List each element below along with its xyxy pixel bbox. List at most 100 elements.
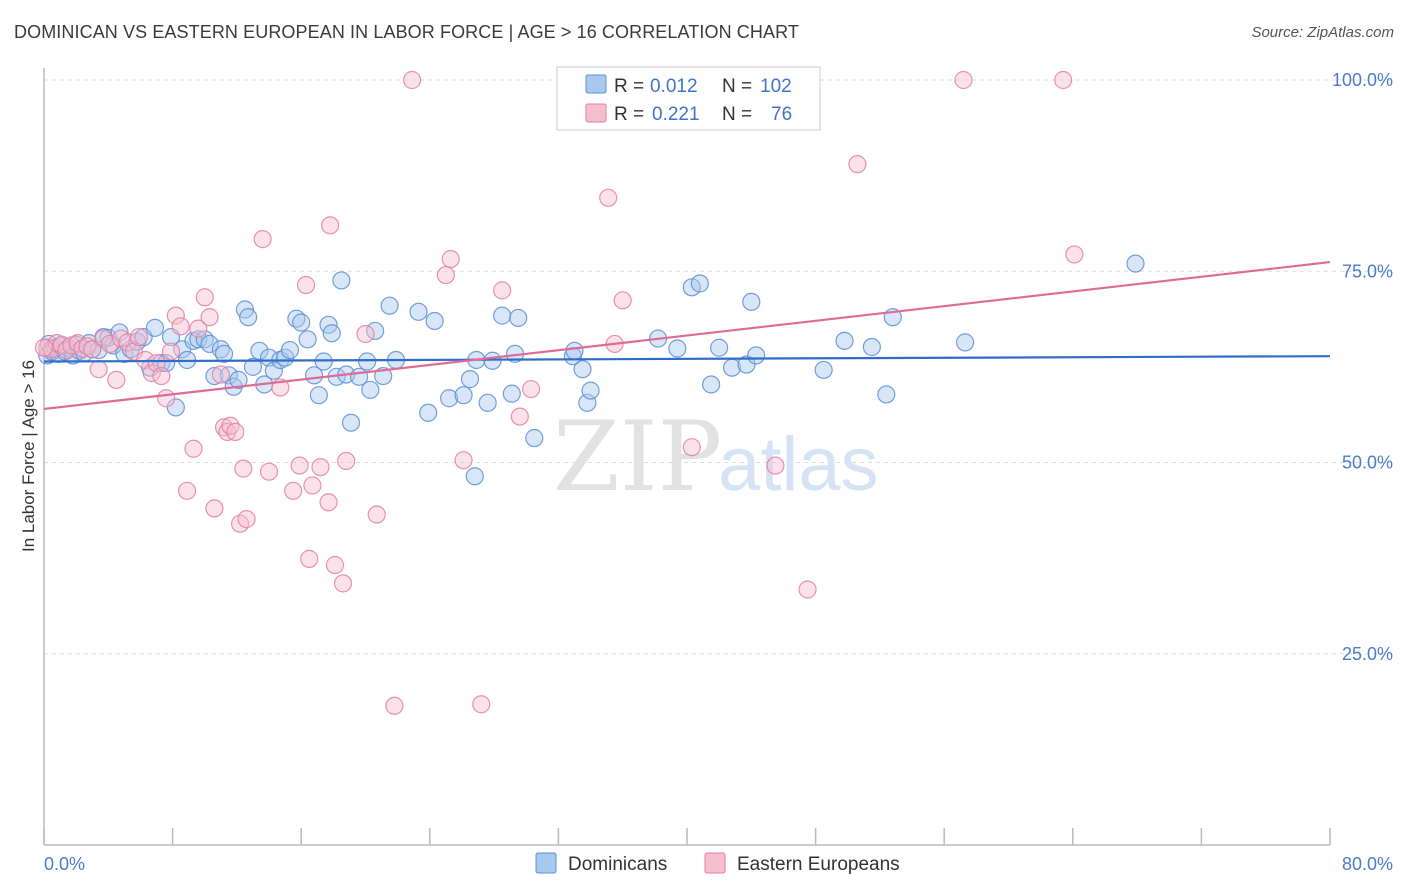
points-layer bbox=[34, 70, 1145, 715]
dominican-point bbox=[439, 389, 459, 408]
eastern-european-point bbox=[161, 342, 181, 361]
eastern-european-point bbox=[259, 462, 279, 481]
eastern-european-point bbox=[253, 230, 272, 249]
y-axis-title: In Labor Force | Age > 16 bbox=[19, 360, 38, 552]
dominican-point bbox=[239, 308, 258, 327]
eastern-european-point bbox=[300, 549, 319, 568]
dominican-point bbox=[460, 370, 480, 389]
eastern-european-point bbox=[521, 379, 541, 399]
stats-r-value: 0.012 bbox=[650, 76, 698, 97]
legend-swatch-dominicans bbox=[535, 852, 557, 874]
dominican-point bbox=[955, 333, 975, 352]
eastern-european-point bbox=[954, 70, 973, 90]
eastern-european-point bbox=[34, 338, 54, 357]
stats-box: R = 0.012 N = 102 R = 0.221 N = 76 bbox=[556, 66, 821, 131]
dominican-point bbox=[250, 341, 269, 360]
dominican-point bbox=[710, 338, 729, 357]
eastern-european-point bbox=[510, 407, 529, 426]
eastern-european-point bbox=[200, 308, 219, 327]
dominican-point bbox=[493, 306, 512, 325]
stats-swatch-dominicans bbox=[585, 74, 607, 94]
dominican-point bbox=[264, 361, 283, 380]
stats-r-label: R = bbox=[614, 104, 644, 125]
dominican-point bbox=[565, 341, 584, 360]
dominican-point bbox=[341, 413, 361, 432]
eastern-european-point bbox=[333, 574, 353, 593]
dominican-point bbox=[502, 384, 521, 403]
stats-n-label: N = bbox=[722, 104, 752, 125]
dominican-point bbox=[358, 352, 377, 371]
eastern-european-point bbox=[441, 249, 460, 269]
stats-swatch-eastern-europeans bbox=[585, 103, 607, 123]
trend-layer bbox=[43, 260, 1331, 411]
eastern-european-point bbox=[337, 451, 356, 471]
stats-r-label: R = bbox=[614, 76, 644, 97]
dominican-point bbox=[314, 352, 333, 371]
watermark-atlas: atlas bbox=[718, 422, 879, 507]
eastern-european-point bbox=[493, 281, 512, 300]
dominican-point bbox=[298, 330, 317, 349]
dominican-point bbox=[189, 330, 208, 349]
eastern-european-point bbox=[1054, 70, 1073, 90]
eastern-european-point bbox=[157, 389, 176, 408]
dominican-point bbox=[419, 403, 438, 422]
eastern-european-point bbox=[798, 580, 817, 599]
eastern-european-point bbox=[118, 333, 137, 352]
eastern-european-point bbox=[367, 505, 386, 524]
eastern-european-point bbox=[205, 499, 224, 518]
eastern-european-point bbox=[237, 510, 256, 529]
eastern-european-point bbox=[284, 481, 303, 500]
stats-n-value: 76 bbox=[771, 104, 792, 125]
dominican-point bbox=[690, 274, 709, 293]
eastern-european-point bbox=[171, 317, 190, 336]
eastern-european-point bbox=[226, 422, 245, 441]
dominican-point bbox=[702, 375, 721, 394]
eastern-european-point bbox=[234, 459, 253, 478]
dominican-point bbox=[166, 398, 185, 417]
eastern-european-point bbox=[472, 695, 491, 714]
x-tick-label: 80.0% bbox=[1342, 854, 1393, 874]
dominican-point bbox=[409, 302, 428, 321]
eastern-european-point bbox=[303, 476, 322, 495]
eastern-european-point bbox=[599, 188, 618, 207]
eastern-european-point bbox=[211, 365, 230, 384]
legend-label-dominicans: Dominicans bbox=[568, 854, 667, 875]
y-tick-label: 75.0% bbox=[1342, 261, 1393, 281]
dominican-point bbox=[425, 311, 444, 331]
eastern-european-point bbox=[311, 457, 330, 477]
eastern-european-point bbox=[177, 481, 197, 500]
eastern-european-point bbox=[436, 265, 455, 285]
eastern-european-point bbox=[682, 438, 701, 457]
dominican-point bbox=[145, 318, 165, 337]
eastern-european-point bbox=[385, 696, 404, 715]
eastern-european-point bbox=[1065, 245, 1084, 264]
watermark-zip: ZIP bbox=[553, 401, 722, 513]
eastern-european-point bbox=[613, 291, 632, 310]
dominican-point bbox=[478, 393, 497, 412]
eastern-european-point bbox=[356, 324, 375, 344]
legend-swatch-eastern-europeans bbox=[704, 852, 726, 874]
dominican-point bbox=[214, 344, 234, 363]
eastern-europeans-trend-line bbox=[43, 260, 1331, 411]
eastern-european-point bbox=[52, 335, 71, 354]
dominican-point bbox=[280, 340, 300, 360]
dominican-point bbox=[243, 357, 263, 376]
eastern-european-point bbox=[296, 275, 316, 295]
eastern-european-point bbox=[319, 493, 338, 512]
stats-r-value: 0.221 bbox=[652, 104, 700, 125]
eastern-european-point bbox=[325, 555, 345, 575]
eastern-european-point bbox=[152, 366, 171, 386]
dominican-point bbox=[229, 370, 248, 389]
watermark: ZIP atlas bbox=[553, 401, 879, 513]
eastern-european-point bbox=[73, 339, 92, 358]
dominican-point bbox=[322, 324, 341, 343]
dominican-point bbox=[862, 337, 881, 357]
y-tick-label: 50.0% bbox=[1342, 453, 1393, 473]
dominican-point bbox=[454, 386, 473, 405]
axis-layer: 25.0% 50.0% 75.0% 100.0% bbox=[43, 68, 1393, 846]
eastern-european-point bbox=[221, 416, 240, 435]
dominican-point bbox=[747, 346, 766, 365]
legend-label-eastern-europeans: Eastern Europeans bbox=[737, 854, 900, 875]
eastern-european-point bbox=[403, 70, 422, 90]
